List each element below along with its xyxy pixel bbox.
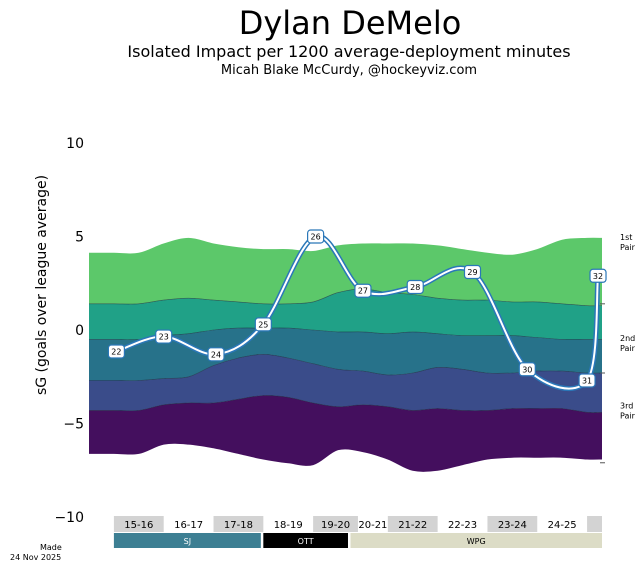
team-bar — [113, 533, 261, 548]
season-cell — [113, 516, 164, 532]
band-boundary-line — [89, 442, 603, 472]
season-marker-box — [155, 329, 173, 344]
pair-label: Pair — [620, 411, 636, 420]
season-marker-box — [107, 344, 125, 359]
season-marker-label: 27 — [358, 287, 368, 296]
season-marker: 27 — [354, 283, 372, 298]
season-label: 24-25 — [548, 520, 577, 531]
season-label: 20-21 — [358, 520, 387, 531]
season-cell — [587, 516, 602, 532]
season-marker-label: 31 — [582, 376, 592, 385]
season-label: 18-19 — [274, 520, 303, 531]
season-cell — [387, 516, 438, 532]
season-label: 19-20 — [321, 520, 350, 531]
season-marker: 30 — [518, 362, 536, 377]
season-label: 15-16 — [124, 520, 153, 531]
chart-author: Micah Blake McCurdy, @hockeyviz.com — [220, 63, 478, 78]
season-marker-box — [207, 347, 225, 362]
pair-label: 3rd — [620, 401, 633, 410]
season-marker-box — [307, 229, 325, 244]
band-boundary-line — [88, 237, 603, 256]
season-marker: 25 — [254, 317, 272, 332]
season-label: 22-23 — [448, 520, 477, 531]
pair-label: Pair — [620, 243, 636, 252]
season-label: 21-22 — [398, 520, 427, 531]
season-marker-label: 24 — [211, 350, 221, 359]
band-boundary-line — [89, 395, 603, 413]
season-marker-box — [254, 317, 272, 332]
season-marker: 22 — [107, 344, 125, 359]
y-tick-label: −5 — [63, 417, 84, 433]
made-date: 24 Nov 2025 — [10, 553, 62, 562]
chart-subtitle: Isolated Impact per 1200 average-deploym… — [127, 42, 571, 61]
season-label: 17-18 — [224, 520, 253, 531]
season-cell — [487, 516, 538, 532]
season-marker-label: 32 — [593, 272, 603, 281]
team-bar — [263, 533, 348, 548]
season-marker: 32 — [589, 268, 607, 283]
band-area-4 — [89, 288, 602, 340]
band-area-1 — [89, 395, 602, 472]
team-label: WPG — [467, 537, 486, 546]
season-marker-box — [463, 264, 482, 280]
band-boundary-line — [89, 288, 603, 307]
team-label: SJ — [184, 537, 191, 546]
season-marker: 24 — [207, 347, 225, 362]
season-marker-label: 28 — [410, 283, 420, 292]
pair-label: 2nd — [620, 334, 635, 343]
band-boundary-line — [89, 327, 602, 340]
chart-title: Dylan DeMelo — [238, 4, 462, 42]
team-bar — [350, 533, 602, 548]
team-label: OTT — [298, 537, 314, 546]
season-marker: 31 — [578, 373, 596, 388]
y-axis-label: sG (goals over league average) — [34, 175, 50, 395]
pair-label: Pair — [620, 344, 636, 353]
y-tick-label: −10 — [54, 510, 84, 526]
season-marker-label: 25 — [258, 320, 268, 329]
band-area-2 — [89, 354, 602, 413]
season-marker-box — [578, 373, 596, 388]
season-marker-box — [354, 283, 372, 298]
season-marker-label: 30 — [522, 365, 532, 374]
season-marker: 23 — [155, 329, 173, 344]
season-cell — [213, 516, 264, 532]
season-marker-label: 29 — [467, 268, 477, 277]
y-tick-label: 5 — [75, 230, 84, 246]
season-marker: 28 — [406, 279, 424, 295]
season-marker-box — [589, 268, 607, 283]
season-label: 16-17 — [174, 520, 203, 531]
season-marker-box — [406, 279, 424, 295]
season-marker-box — [518, 362, 536, 377]
season-marker-label: 22 — [111, 348, 121, 357]
y-tick-label: 0 — [75, 323, 84, 339]
season-label: 23-24 — [498, 520, 527, 531]
pair-label: 1st — [620, 233, 632, 242]
made-label: Made — [40, 543, 62, 552]
season-marker-label: 23 — [159, 333, 169, 342]
season-marker-label: 26 — [311, 233, 321, 242]
band-area-3 — [89, 327, 602, 381]
season-marker: 26 — [307, 229, 325, 244]
y-tick-label: 10 — [66, 136, 84, 152]
season-marker: 29 — [463, 264, 482, 280]
season-cell — [313, 516, 358, 532]
